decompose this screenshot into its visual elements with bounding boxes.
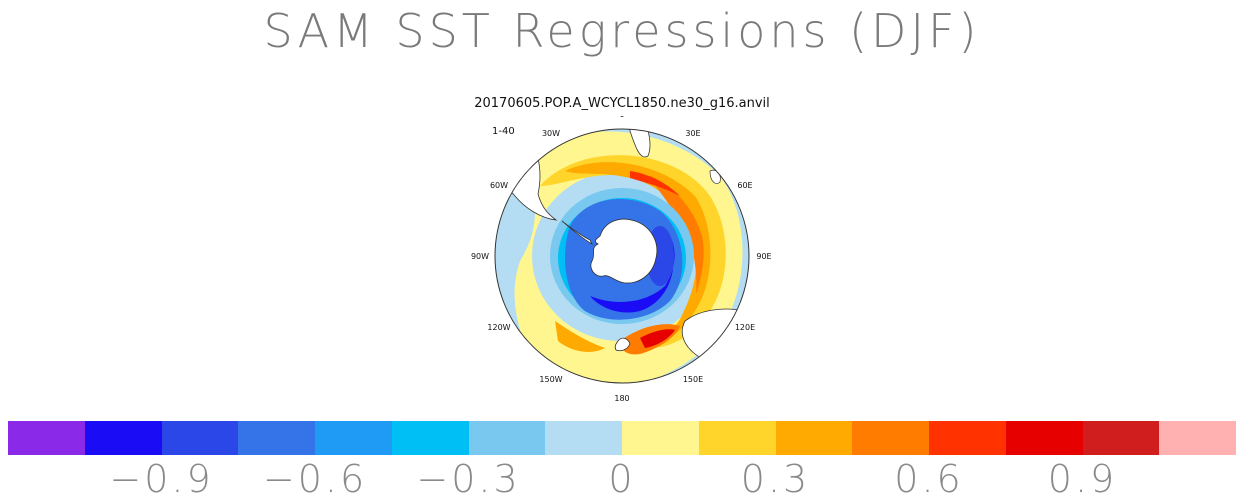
lon-label: 30E — [685, 129, 700, 138]
map-boundary — [494, 128, 750, 384]
sst-fill-moderate-positive — [540, 155, 726, 348]
colorbar-cell — [391, 421, 469, 455]
colorbar-cell — [929, 421, 1006, 455]
lon-label: 60W — [490, 181, 508, 190]
colorbar-ticks: −0.9 −0.6 −0.3 0 0.3 0.6 0.9 — [0, 455, 1244, 502]
colorbar-cell — [468, 421, 546, 455]
sst-field — [495, 129, 749, 383]
lon-label: 90E — [756, 252, 771, 261]
polar-map: 0 30E 60E 90E 120E 150E 180 150W 120W 90W 60W 30W — [471, 116, 772, 403]
colorbar-cell — [622, 421, 699, 455]
lon-label: 150E — [683, 375, 703, 384]
sst-fill-strong-positive — [650, 176, 704, 294]
lon-label: 90W — [471, 252, 489, 261]
lon-label: 120W — [487, 323, 510, 332]
colorbar-cell — [545, 421, 622, 455]
colorbar — [8, 421, 1236, 455]
colorbar-tick-label: 0.3 — [740, 457, 811, 501]
colorbar-tick-label: −0.9 — [109, 457, 214, 501]
figure-title: SAM SST Regressions (DJF) — [263, 4, 981, 58]
colorbar-cell — [315, 421, 392, 455]
case-subtitle: 20170605.POP.A_WCYCL1850.ne30_g16.anvil — [474, 96, 770, 111]
lon-label: 120E — [735, 323, 755, 332]
colorbar-tick-label: 0.6 — [894, 457, 964, 501]
colorbar-cell — [161, 421, 239, 455]
colorbar-cell — [8, 421, 85, 455]
colorbar-cell — [1159, 421, 1236, 455]
colorbar-cell — [852, 421, 929, 455]
lon-label: 60E — [737, 181, 752, 190]
colorbar-cell — [1005, 421, 1083, 455]
colorbar-cell — [238, 421, 315, 455]
colorbar-cell — [775, 421, 853, 455]
colorbar-cell — [698, 421, 776, 455]
antarctica-land — [590, 218, 658, 284]
lon-label: 180 — [614, 394, 629, 403]
colorbar-tick-label: 0.9 — [1047, 457, 1118, 501]
colorbar-cell — [1082, 421, 1160, 455]
new-zealand-land — [614, 337, 631, 352]
panel-label: 1-40 — [492, 126, 515, 137]
lon-label: 30W — [542, 129, 560, 138]
colorbar-tick-label: 0 — [608, 457, 636, 501]
colorbar-tick-label: −0.3 — [416, 457, 521, 501]
colorbar-cell — [84, 421, 162, 455]
colorbar-tick-label: −0.6 — [262, 457, 368, 501]
lon-label: 150W — [539, 375, 562, 384]
lon-label: 0 — [619, 116, 624, 119]
